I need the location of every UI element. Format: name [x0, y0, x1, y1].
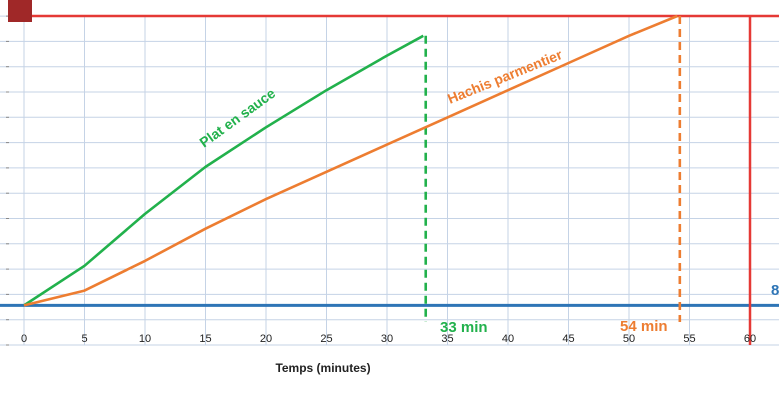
x-tick-25: 25 [320, 333, 332, 345]
reference-lines [0, 14, 779, 345]
annotation-33-min: 33 min [440, 319, 488, 336]
x-tick-40: 40 [502, 333, 514, 345]
x-tick-labels: 0 5 10 15 20 25 30 35 40 45 50 55 60 [21, 333, 756, 345]
x-tick-55: 55 [683, 333, 695, 345]
x-tick-60: 60 [744, 333, 756, 345]
series-line-1 [23, 14, 678, 307]
annotation-blue-value: 8 [771, 282, 779, 299]
x-tick-5: 5 [81, 333, 87, 345]
x-axis-label: Temps (minutes) [275, 361, 370, 375]
series-label-hachis-parmentier: Hachis parmentier [445, 46, 565, 107]
x-tick-50: 50 [623, 333, 635, 345]
x-tick-35: 35 [441, 333, 453, 345]
x-tick-30: 30 [381, 333, 393, 345]
x-tick-20: 20 [260, 333, 272, 345]
series-line-0 [23, 34, 424, 307]
series-group [23, 14, 682, 322]
grid [0, 15, 779, 346]
corner-marker [8, 0, 32, 22]
x-tick-10: 10 [139, 333, 151, 345]
x-tick-0: 0 [21, 333, 27, 345]
x-tick-15: 15 [199, 333, 211, 345]
x-tick-45: 45 [562, 333, 574, 345]
annotation-54-min: 54 min [620, 318, 668, 335]
